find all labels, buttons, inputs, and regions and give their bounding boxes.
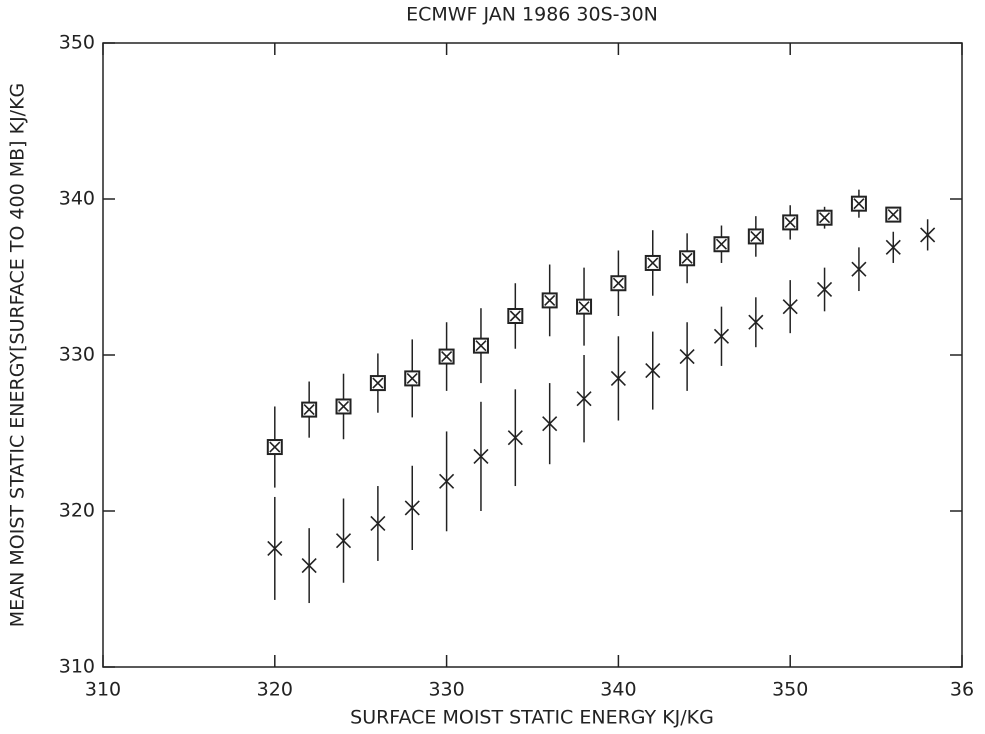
marker-cross bbox=[439, 473, 455, 489]
point bbox=[541, 292, 558, 309]
chart-title: ECMWF JAN 1986 30S-30N bbox=[406, 4, 658, 26]
marker-cross bbox=[372, 377, 384, 389]
point bbox=[645, 363, 661, 379]
point bbox=[679, 250, 696, 267]
marker-cross bbox=[576, 391, 592, 407]
point bbox=[472, 337, 489, 354]
point bbox=[335, 533, 352, 549]
point bbox=[473, 448, 489, 464]
marker-cross bbox=[816, 281, 833, 298]
point bbox=[816, 281, 833, 298]
x-tick-label: 320 bbox=[257, 679, 293, 701]
point bbox=[713, 236, 730, 253]
point bbox=[713, 328, 730, 344]
marker-cross bbox=[750, 230, 762, 243]
point bbox=[335, 398, 352, 415]
marker-cross bbox=[335, 533, 352, 549]
y-tick-label: 320 bbox=[59, 500, 95, 522]
plot-frame bbox=[102, 42, 963, 668]
marker-cross bbox=[269, 441, 281, 453]
marker-cross bbox=[370, 515, 386, 532]
marker-cross bbox=[748, 314, 764, 330]
point bbox=[542, 416, 558, 432]
marker-cross bbox=[885, 239, 901, 255]
point bbox=[439, 473, 455, 489]
marker-cross bbox=[473, 448, 489, 464]
y-tick-label: 330 bbox=[59, 344, 95, 366]
marker-cross bbox=[267, 540, 283, 557]
point bbox=[747, 228, 764, 245]
point bbox=[610, 370, 626, 386]
point bbox=[782, 214, 799, 231]
point bbox=[404, 370, 421, 387]
marker-cross bbox=[475, 340, 487, 352]
point bbox=[850, 195, 867, 212]
point bbox=[507, 308, 524, 324]
marker-cross bbox=[647, 257, 659, 269]
y-axis-label: MEAN MOIST STATIC ENERGY[SURFACE TO 400 … bbox=[7, 83, 29, 628]
marker-cross bbox=[782, 299, 798, 315]
marker-cross bbox=[406, 372, 418, 384]
marker-cross bbox=[784, 216, 796, 228]
marker-cross bbox=[645, 363, 661, 379]
point bbox=[644, 254, 661, 271]
point bbox=[851, 261, 867, 277]
marker-cross bbox=[853, 198, 865, 210]
point bbox=[267, 540, 283, 557]
point bbox=[404, 500, 420, 516]
marker-cross bbox=[681, 252, 693, 264]
marker-cross bbox=[578, 301, 590, 313]
marker-cross bbox=[542, 416, 558, 432]
marker-cross bbox=[301, 558, 317, 574]
y-tick-label: 340 bbox=[59, 188, 95, 210]
point bbox=[748, 314, 764, 330]
y-tick-label: 350 bbox=[59, 32, 95, 54]
marker-cross bbox=[507, 430, 523, 446]
point bbox=[679, 348, 695, 365]
marker-cross bbox=[920, 227, 936, 243]
marker-cross bbox=[612, 277, 624, 289]
marker-cross bbox=[715, 238, 728, 250]
point bbox=[369, 375, 386, 392]
marker-cross bbox=[679, 348, 695, 365]
point bbox=[885, 239, 901, 255]
point bbox=[301, 558, 317, 574]
y-tick-label: 310 bbox=[59, 656, 95, 678]
x-tick-label: 330 bbox=[428, 679, 464, 701]
point bbox=[576, 298, 593, 315]
point bbox=[782, 299, 798, 315]
x-tick-label: 350 bbox=[772, 679, 808, 701]
point bbox=[266, 439, 283, 456]
marker-cross bbox=[610, 370, 626, 386]
marker-cross bbox=[337, 400, 350, 413]
marker-cross bbox=[713, 328, 730, 344]
marker-cross bbox=[303, 404, 315, 416]
x-tick-label: 36 bbox=[950, 679, 974, 701]
marker-cross bbox=[887, 209, 899, 221]
marker-cross bbox=[509, 310, 521, 322]
point bbox=[610, 275, 627, 292]
marker-cross bbox=[818, 212, 831, 224]
marker-cross bbox=[851, 261, 867, 277]
marker-cross bbox=[441, 350, 453, 363]
x-tick-label: 340 bbox=[600, 679, 636, 701]
point bbox=[920, 227, 936, 243]
point bbox=[438, 348, 455, 365]
point bbox=[301, 401, 318, 418]
marker-cross bbox=[404, 500, 420, 516]
point bbox=[816, 209, 833, 226]
point bbox=[507, 430, 523, 446]
point bbox=[576, 391, 592, 407]
x-axis-label: SURFACE MOIST STATIC ENERGY KJ/KG bbox=[350, 707, 714, 729]
point bbox=[370, 515, 386, 532]
x-tick-label: 310 bbox=[85, 679, 121, 701]
point bbox=[885, 206, 902, 223]
marker-cross bbox=[544, 294, 556, 306]
